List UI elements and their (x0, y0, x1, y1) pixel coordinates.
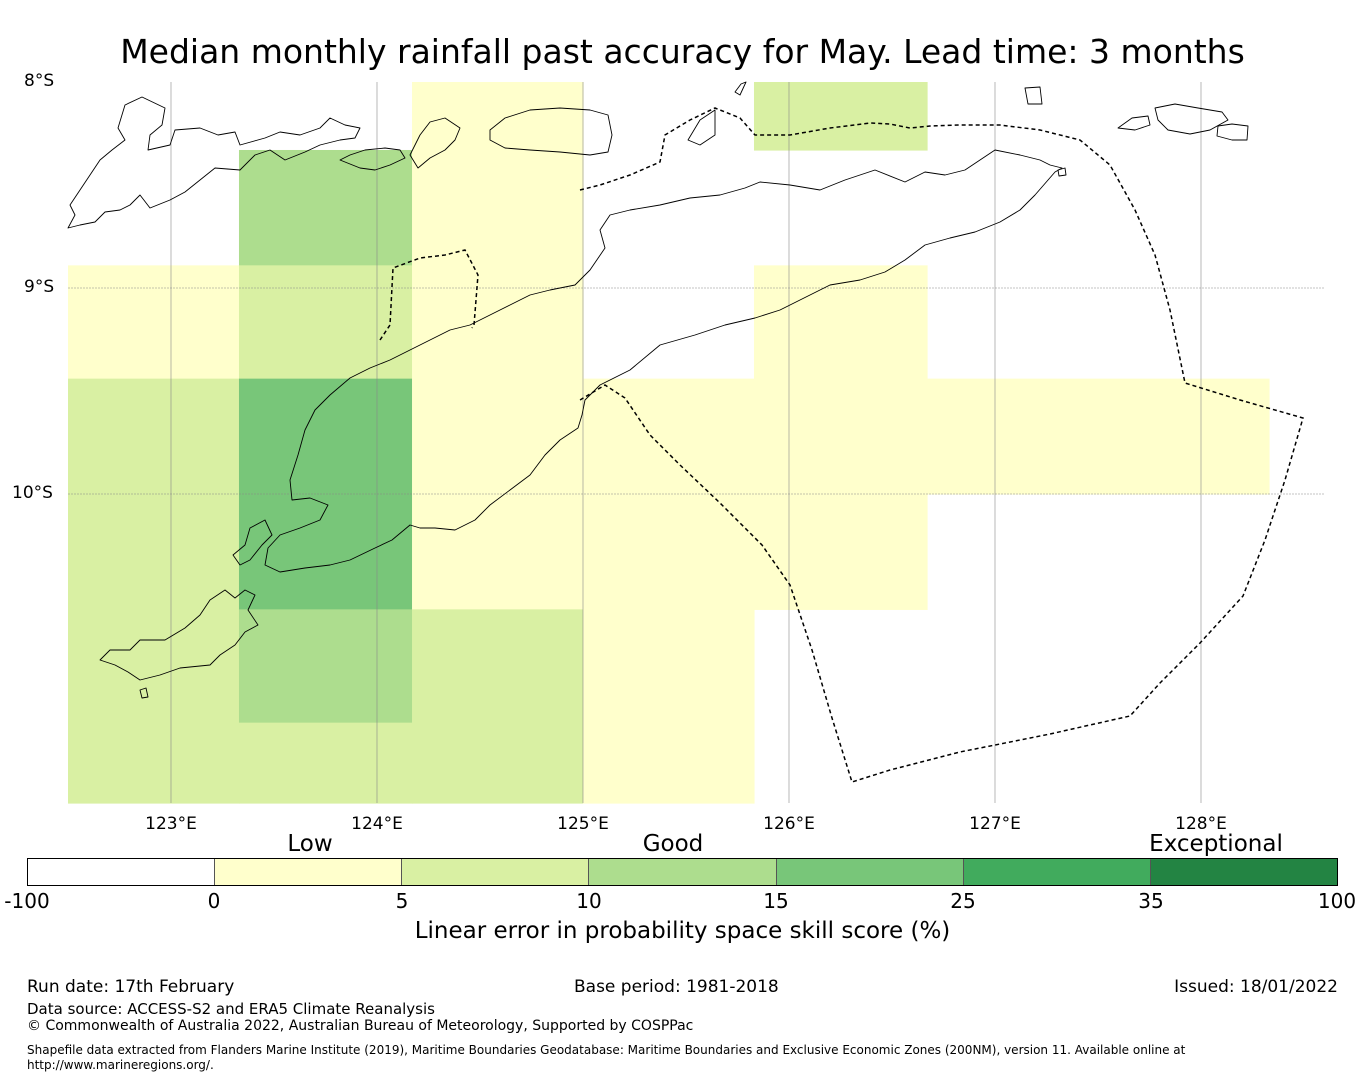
colorbar-tick: 100 (1317, 889, 1357, 913)
coastline-solor (339, 147, 406, 171)
lat-label-8s: 8°S (24, 71, 55, 91)
lat-label-10s: 10°S (12, 483, 53, 503)
skill-cell (753, 378, 928, 610)
colorbar-tick: 25 (950, 889, 976, 913)
skill-cell (238, 265, 413, 380)
skill-cell (412, 609, 584, 804)
eez-boundary-oecusse (379, 249, 479, 341)
coastline-islet-2 (1057, 167, 1067, 177)
issued-date: Issued: 18/01/2022 (1174, 977, 1338, 997)
data-source: Data source: ACCESS-S2 and ERA5 Climate … (27, 1000, 435, 1018)
skill-cell (753, 265, 928, 380)
lon-label-126e: 126°E (763, 814, 815, 834)
chart-title: Median monthly rainfall past accuracy fo… (120, 32, 1245, 71)
colorbar-tick: 15 (763, 889, 789, 913)
colorbar-tick: 5 (395, 889, 409, 913)
coastline-islet-1 (734, 81, 747, 96)
colorbar-tick: 10 (576, 889, 602, 913)
lon-label-128e: 128°E (1175, 814, 1227, 834)
colorbar-label: Linear error in probability space skill … (414, 918, 951, 944)
coastline-ndao (139, 687, 149, 699)
shapefile-credit: Shapefile data extracted from Flanders M… (27, 1043, 1186, 1072)
legend-category-low: Low (287, 831, 333, 857)
skill-cell (753, 82, 928, 151)
lon-label-124e: 124°E (351, 814, 403, 834)
coastline-lakor (1216, 123, 1249, 141)
colorbar-tick: 35 (1138, 889, 1164, 913)
skill-cell (238, 609, 413, 724)
eez-boundary-main (579, 107, 1304, 783)
colorbar-segment (1150, 859, 1337, 885)
skill-cell (68, 378, 240, 804)
skill-cell (68, 265, 240, 380)
colorbar-segment (589, 859, 777, 885)
run-date: Run date: 17th February (27, 977, 235, 997)
colorbar-segment (215, 859, 403, 885)
coastline-semau (232, 519, 273, 566)
coastline-alor (409, 117, 461, 169)
lon-label-123e: 123°E (145, 814, 197, 834)
maritime-boundaries (379, 107, 1304, 783)
lon-label-127e: 127°E (969, 814, 1021, 834)
skill-cell (238, 722, 413, 804)
skill-grid-cells (68, 82, 1270, 804)
legend-category-exceptional: Exceptional (1149, 831, 1283, 857)
coastline-kisar (1024, 86, 1043, 105)
legend-category-good: Good (642, 831, 704, 857)
base-period: Base period: 1981-2018 (574, 977, 779, 997)
coastline-timor (264, 149, 1063, 573)
colorbar-segment (28, 859, 216, 885)
colorbar-segment (963, 859, 1151, 885)
coastlines (67, 81, 1249, 699)
colorbar-segment (776, 859, 964, 885)
coastline-rote (99, 589, 259, 681)
lat-label-9s: 9°S (24, 277, 55, 297)
lon-label-125e: 125°E (557, 814, 609, 834)
skill-cell (583, 378, 755, 804)
colorbar-segment (402, 859, 590, 885)
skill-cell (238, 378, 413, 610)
coastline-moa (1154, 103, 1229, 135)
colorbar-tick: -100 (4, 889, 50, 913)
colorbar (27, 858, 1338, 886)
skill-cell (927, 378, 1270, 495)
coastline-flores (67, 96, 361, 229)
skill-cell (412, 82, 584, 610)
graticule (68, 82, 1324, 803)
coastline-leti (1117, 115, 1151, 131)
coastline-atauro (687, 109, 716, 146)
copyright: © Commonwealth of Australia 2022, Austra… (27, 1018, 694, 1034)
colorbar-tick: 0 (207, 889, 221, 913)
coastline-wetar (489, 107, 613, 156)
skill-cell (238, 149, 413, 266)
